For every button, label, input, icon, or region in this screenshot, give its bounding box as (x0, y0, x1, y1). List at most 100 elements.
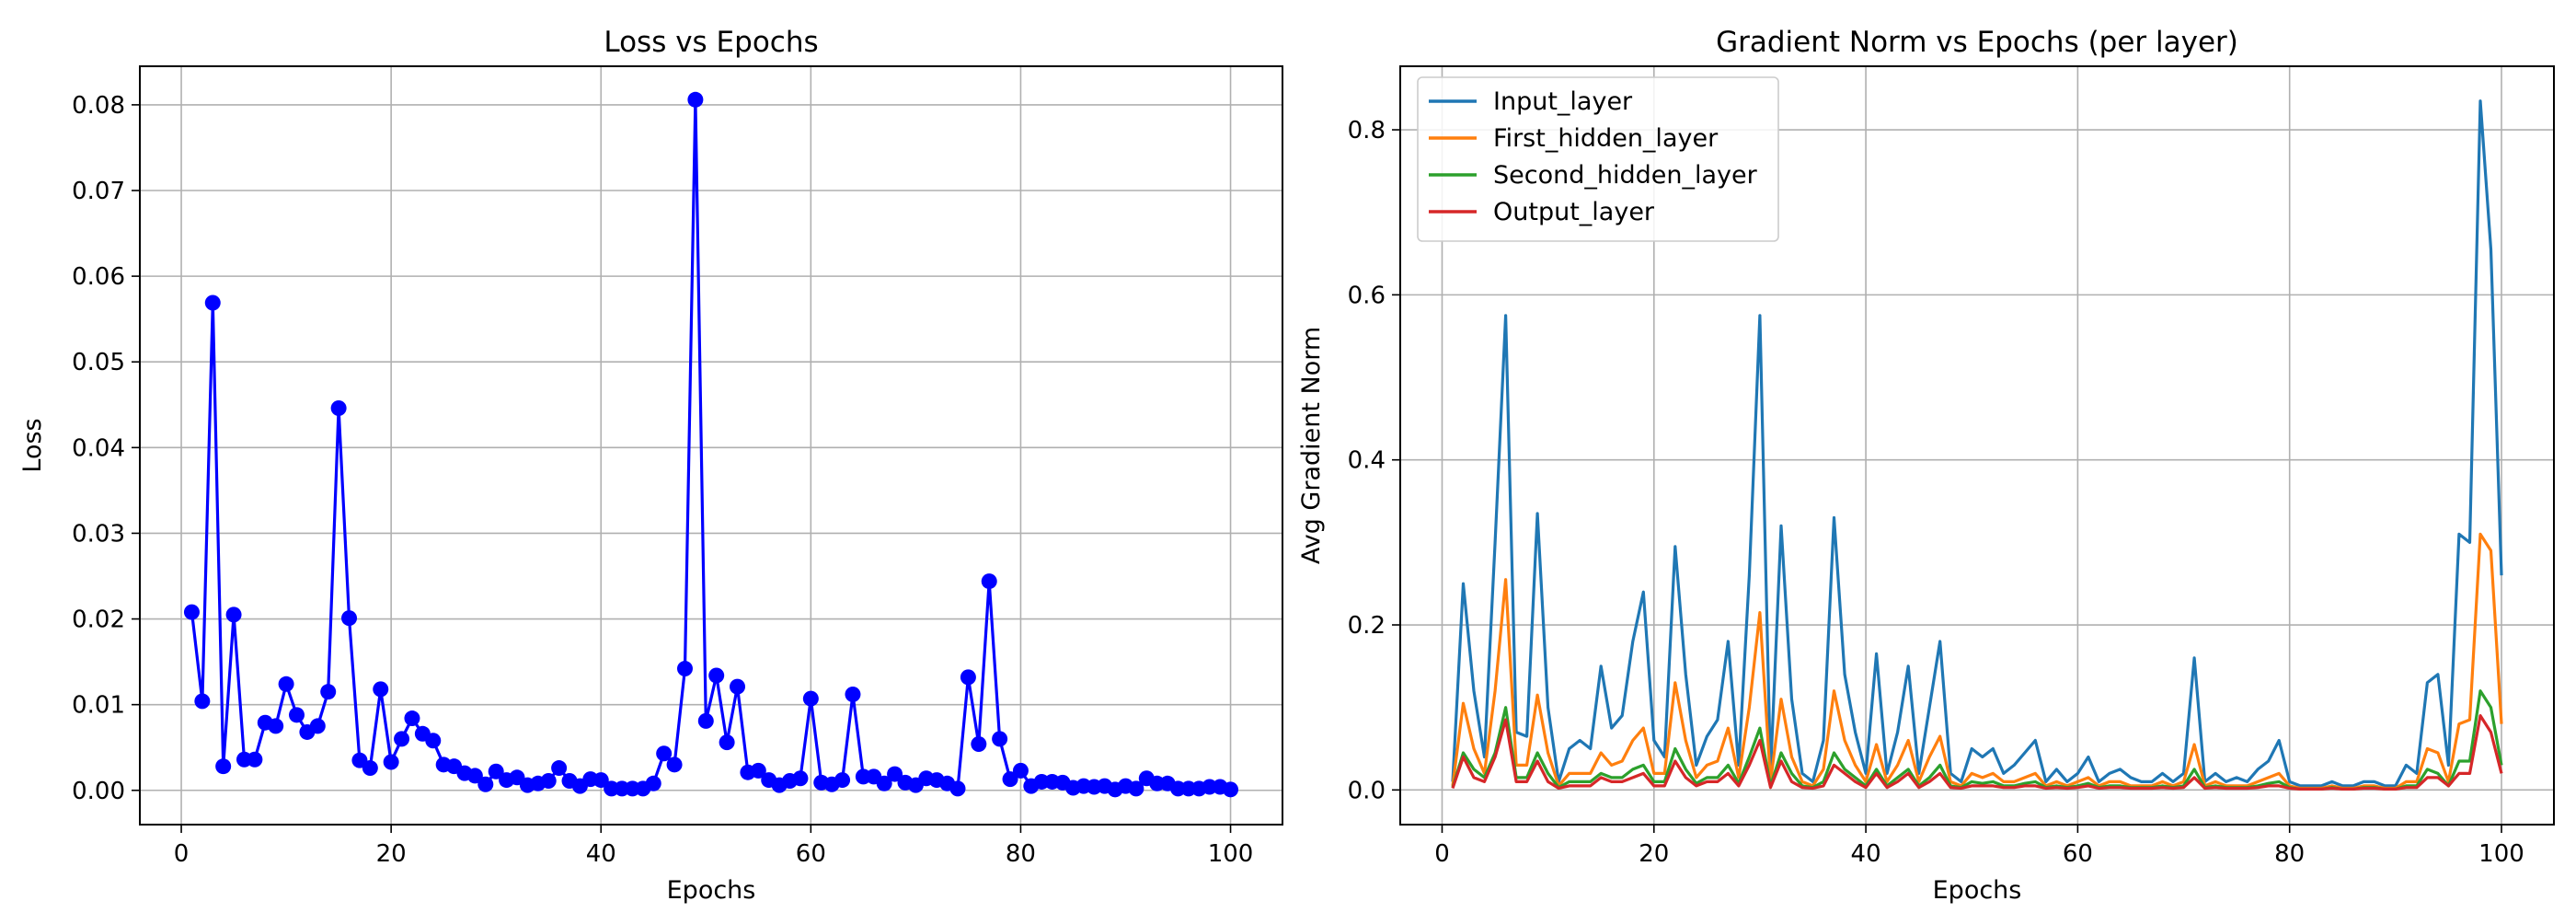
gradient-chart-y-axis-label: Avg Gradient Norm (1297, 327, 1326, 564)
gradient-chart-series-line-output-layer (1451, 713, 2503, 791)
loss-chart-y-tick-label: 0.05 (72, 349, 125, 376)
loss-chart-data-point (730, 678, 746, 695)
loss-chart-data-point (466, 768, 483, 784)
loss-chart-y-tick-label: 0.08 (72, 92, 125, 120)
loss-chart-data-point (666, 757, 683, 773)
gradient-chart-ticks: 0 20 40 60 80 100 0.0 0.2 0.4 0.6 0.8 (1348, 117, 2524, 868)
gradient-chart-x-tick-label: 0 (1434, 840, 1450, 868)
loss-chart-data-point (1002, 771, 1018, 788)
loss-chart-data-point (183, 604, 200, 620)
gradient-chart-frame (1399, 65, 2555, 826)
loss-chart-data-point (750, 762, 766, 779)
gradient-chart-x-tick-label: 40 (1851, 840, 1881, 868)
legend-box (1417, 76, 1779, 242)
loss-chart-data-point (1128, 780, 1144, 797)
loss-chart-data-point (215, 758, 232, 775)
loss-chart-y-tick-label: 0.01 (72, 692, 125, 720)
loss-chart-x-tick-label: 100 (1208, 840, 1254, 868)
loss-chart-data-point (676, 661, 693, 677)
loss-chart-data-point (834, 772, 851, 789)
loss-chart-data-point (404, 710, 420, 727)
loss-chart-y-tick-label: 0.04 (72, 434, 125, 462)
loss-chart-x-tick-label: 80 (1006, 840, 1036, 868)
loss-chart-data-point (373, 681, 389, 698)
gradient-chart-series (1451, 99, 2503, 791)
loss-chart-data-point (425, 733, 442, 749)
gradient-chart-x-tick-label: 80 (2274, 840, 2305, 868)
loss-chart-data-point (289, 707, 305, 723)
loss-chart-data-point (204, 295, 221, 311)
loss-chart-data-point (383, 754, 399, 770)
gradient-chart-x-tick-label: 20 (1639, 840, 1669, 868)
legend-label-second-hidden-layer: Second_hidden_layer (1493, 161, 1758, 190)
loss-chart-data-point (194, 693, 211, 710)
loss-chart-y-tick-label: 0.02 (72, 606, 125, 634)
loss-chart-data-point (247, 751, 263, 768)
loss-chart-data-point (488, 763, 504, 780)
loss-chart-y-tick-label: 0.06 (72, 263, 125, 291)
loss-chart-data-point (687, 91, 704, 108)
gradient-chart-series-line-input-layer (1451, 99, 2503, 788)
loss-chart-data-point (887, 766, 903, 782)
loss-chart-x-tick-label: 20 (376, 840, 407, 868)
loss-chart-data-point (320, 684, 337, 700)
loss-chart: 0 20 40 60 80 100 0.00 0.01 0.02 0.03 0.04 0.05 0.06… (18, 26, 1283, 905)
loss-chart-data-point (592, 772, 609, 789)
loss-chart-x-tick-label: 40 (586, 840, 616, 868)
gradient-chart-legend: Input_layer First_hidden_layer Second_hidd… (1417, 76, 1779, 242)
gradient-chart-title: Gradient Norm vs Epochs (per layer) (1716, 26, 2238, 59)
loss-chart-x-axis-label: Epochs (667, 876, 756, 905)
loss-chart-title: Loss vs Epochs (604, 26, 818, 59)
loss-chart-data-point (477, 776, 494, 792)
loss-chart-data-point (362, 760, 378, 777)
loss-chart-data-point (981, 573, 997, 590)
gradient-chart-x-axis-label: Epochs (1933, 876, 2022, 905)
loss-chart-frame (139, 65, 1283, 826)
loss-chart-series (183, 91, 1239, 798)
loss-chart-data-point (845, 686, 861, 702)
loss-chart-data-point (992, 731, 1008, 747)
gradient-chart-y-tick-label: 0.8 (1348, 117, 1386, 144)
loss-chart-y-tick-label: 0.00 (72, 778, 125, 805)
loss-chart-data-point (971, 735, 987, 752)
loss-chart-data-point (540, 773, 557, 790)
loss-chart-data-point (394, 731, 410, 747)
gradient-chart-y-tick-label: 0.6 (1348, 282, 1386, 309)
loss-chart-data-point (697, 712, 714, 729)
loss-chart-data-point (876, 775, 892, 791)
loss-chart-data-point (708, 667, 725, 684)
loss-chart-data-point (330, 399, 347, 416)
legend-label-input-layer: Input_layer (1493, 87, 1633, 116)
loss-chart-data-point (309, 718, 326, 734)
loss-chart-data-point (278, 676, 294, 692)
loss-chart-data-point (656, 745, 673, 762)
gradient-chart-x-tick-label: 100 (2478, 840, 2524, 868)
loss-chart-data-point (1223, 781, 1239, 798)
loss-chart-data-point (225, 606, 242, 623)
loss-chart-y-tick-label: 0.03 (72, 520, 125, 548)
loss-chart-y-axis-label: Loss (18, 418, 47, 472)
loss-chart-data-point (719, 734, 735, 751)
loss-chart-data-point (1012, 762, 1029, 779)
loss-chart-data-point (949, 780, 966, 797)
loss-chart-x-tick-label: 0 (174, 840, 190, 868)
gradient-chart-y-tick-label: 0.0 (1348, 777, 1386, 804)
loss-chart-y-tick-label: 0.07 (72, 178, 125, 205)
legend-label-output-layer: Output_layer (1493, 198, 1655, 226)
loss-chart-x-tick-label: 60 (796, 840, 826, 868)
loss-chart-data-point (551, 760, 568, 777)
gradient-chart-y-tick-label: 0.4 (1348, 447, 1386, 475)
gradient-chart-y-tick-label: 0.2 (1348, 612, 1386, 640)
legend-label-first-hidden-layer: First_hidden_layer (1493, 124, 1719, 153)
loss-chart-data-point (792, 770, 809, 787)
loss-chart-data-point (802, 690, 819, 707)
gradient-chart-x-tick-label: 60 (2063, 840, 2093, 868)
loss-chart-data-point (960, 669, 976, 686)
gradient-chart: 0 20 40 60 80 100 0.0 0.2 0.4 0.6 0.8 Gradient Nor… (1297, 26, 2555, 905)
loss-chart-data-point (341, 610, 358, 627)
loss-chart-data-point (645, 775, 661, 791)
loss-chart-data-point (268, 718, 284, 734)
loss-chart-ticks: 0 20 40 60 80 100 0.00 0.01 0.02 0.03 0.04 0.05 0.06… (72, 92, 1253, 868)
